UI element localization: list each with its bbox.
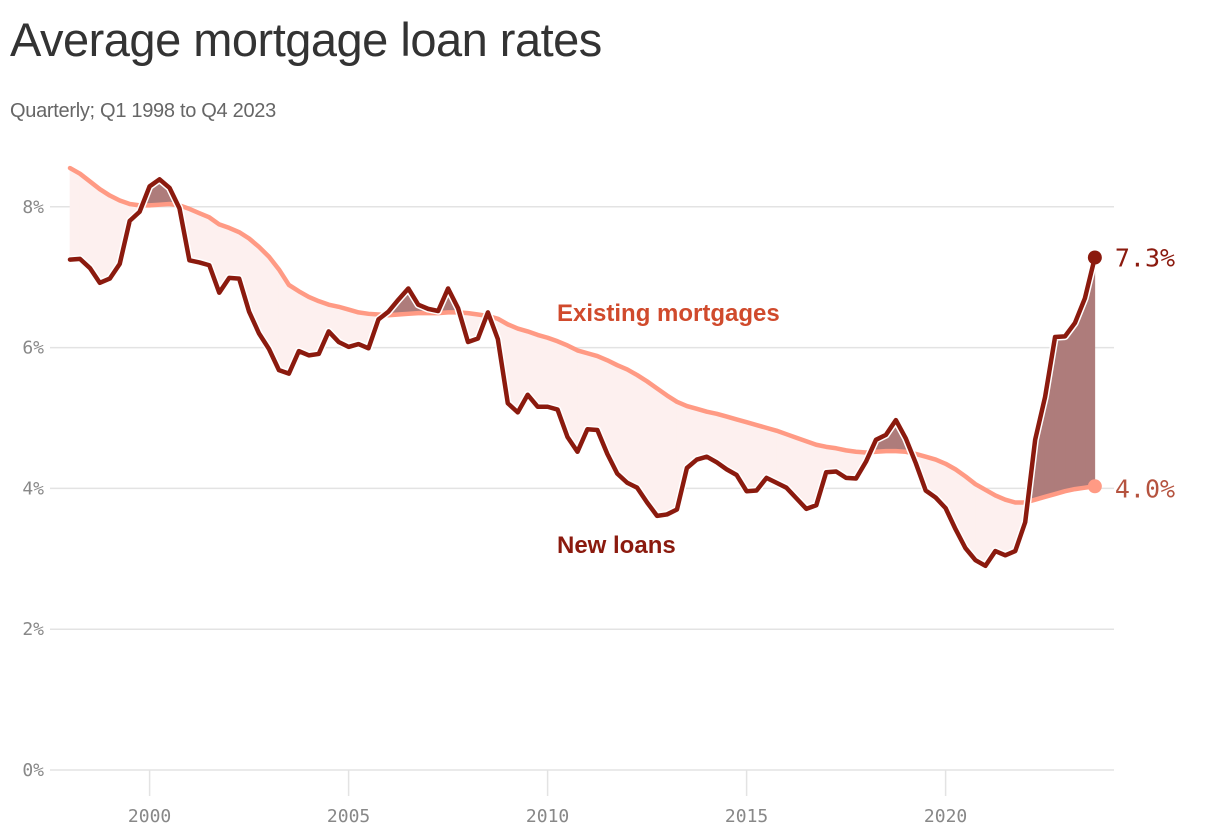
existing-mortgages-line <box>67 165 1098 505</box>
y-axis: 0% 2% 4% 6% 8% <box>22 197 44 781</box>
gap-fill <box>666 394 678 515</box>
gap-fill <box>537 334 548 408</box>
existing-mortgages-label: Existing mortgages <box>557 300 780 327</box>
x-axis: 2000 2005 2010 2015 2020 <box>128 770 967 827</box>
gap-fill <box>199 212 210 266</box>
gap-fill <box>308 296 320 356</box>
gap-fill <box>1054 336 1066 495</box>
gap-fill <box>746 421 757 492</box>
chart-title: Average mortgage loan rates <box>10 13 602 66</box>
x-tick-label: 2015 <box>725 806 768 827</box>
gap-fill <box>1064 322 1076 492</box>
x-tick-label: 2020 <box>924 806 967 827</box>
gap-fill <box>656 387 668 517</box>
new-loans-end-label: 7.3% <box>1115 243 1175 272</box>
gridlines <box>50 206 1114 771</box>
new-loans-line <box>67 177 1098 569</box>
existing-end-dot <box>1087 479 1102 494</box>
gap-fill <box>99 188 111 284</box>
x-tick-label: 2010 <box>526 806 569 827</box>
x-tick-label: 2000 <box>128 806 171 827</box>
gap-fill <box>636 374 648 504</box>
gap-fill <box>616 364 628 484</box>
gap-fill <box>776 430 787 489</box>
existing-end-label: 4.0% <box>1115 474 1175 503</box>
gap-fill <box>696 408 708 460</box>
gap-fill <box>228 227 240 279</box>
y-tick-label: 4% <box>22 478 44 499</box>
gap-fill <box>626 368 638 489</box>
chart-subtitle: Quarterly; Q1 1998 to Q4 2023 <box>10 100 276 122</box>
gap-fill <box>298 290 310 356</box>
y-tick-label: 8% <box>22 197 44 218</box>
x-tick-label: 2005 <box>327 806 370 827</box>
y-tick-label: 0% <box>22 760 44 781</box>
gap-fill <box>646 380 658 517</box>
gap-fill <box>995 494 1006 556</box>
gap-fill <box>975 483 986 567</box>
y-tick-label: 2% <box>22 619 44 640</box>
new-loans-label: New loans <box>557 532 676 559</box>
y-tick-label: 6% <box>22 338 44 359</box>
new-loans-end-dot <box>1087 250 1102 265</box>
gap-fill <box>587 352 598 431</box>
gap-fill <box>69 167 81 260</box>
gap-fill <box>79 173 91 269</box>
gap-fill <box>547 337 558 410</box>
